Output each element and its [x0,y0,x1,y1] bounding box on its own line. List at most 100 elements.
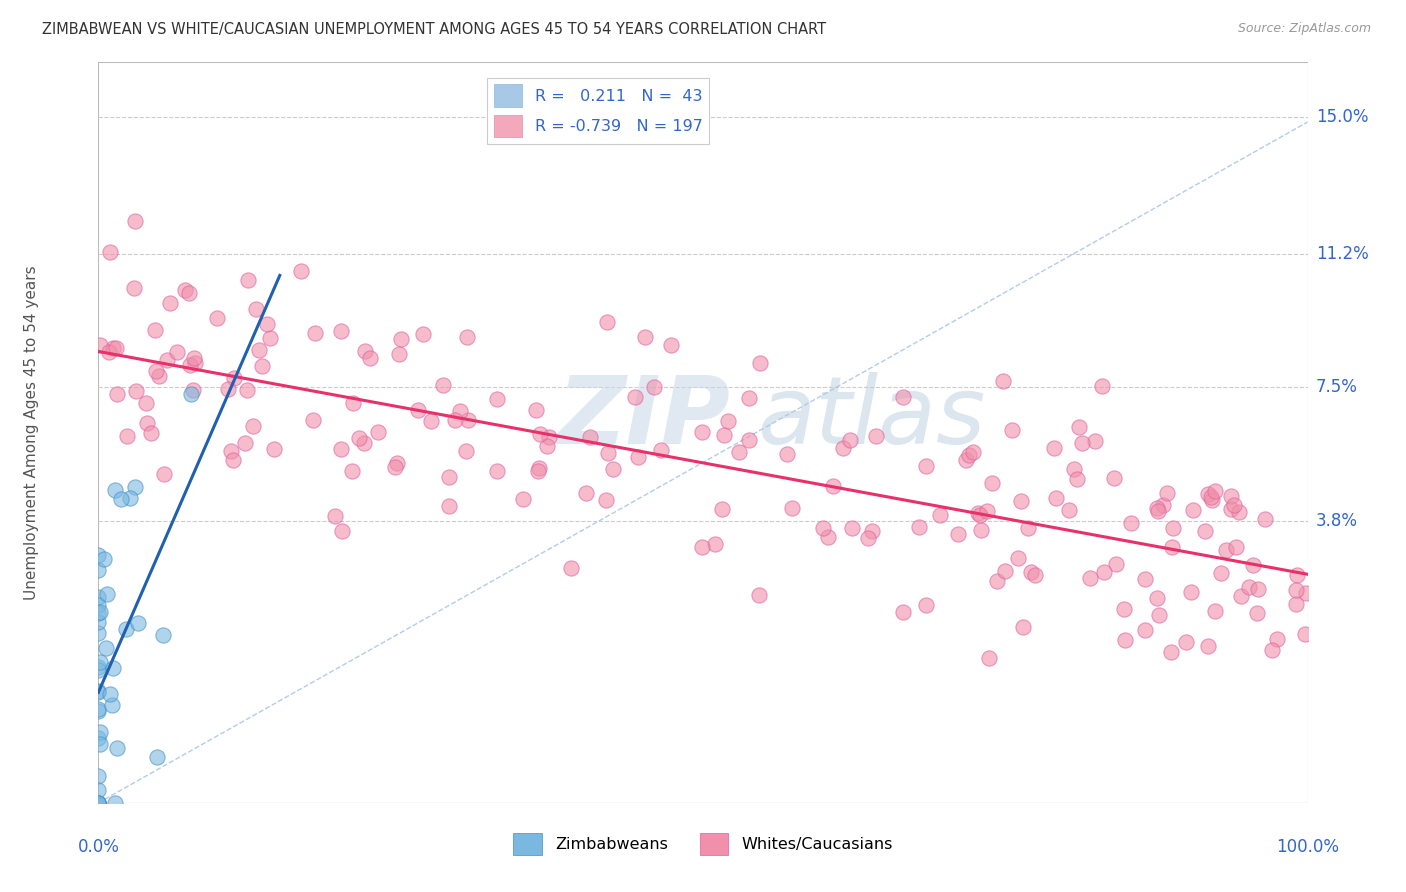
Point [710,502,733,516]
Point [145,364,167,378]
Point [578,430,600,444]
Point [96,587,118,601]
Point [1017,521,1039,535]
Point [89,724,111,739]
Point [135,416,157,430]
Point [1201,492,1223,507]
Point [127,615,149,630]
Point [329,442,352,456]
Point [143,323,166,337]
Point [1001,423,1024,437]
Point [596,314,619,328]
Point [87,796,110,810]
Point [115,622,138,636]
Point [98,687,121,701]
Point [412,327,434,342]
Point [1180,585,1202,599]
Point [87,796,110,810]
Point [184,356,207,370]
Point [994,564,1017,578]
Text: 15.0%: 15.0% [1316,108,1368,126]
Point [1105,557,1128,571]
Point [841,521,863,535]
Point [449,404,471,418]
Point [87,563,110,577]
Legend: Zimbabweans, Whites/Caucasians: Zimbabweans, Whites/Caucasians [508,826,898,862]
Point [301,413,323,427]
Point [221,452,243,467]
Point [1223,498,1246,512]
Point [388,347,411,361]
Text: ZIMBABWEAN VS WHITE/CAUCASIAN UNEMPLOYMENT AMONG AGES 45 TO 54 YEARS CORRELATION: ZIMBABWEAN VS WHITE/CAUCASIAN UNEMPLOYME… [42,22,827,37]
Point [650,443,672,458]
Point [454,444,477,458]
Point [263,442,285,456]
Point [955,452,977,467]
Point [1019,565,1042,579]
Text: 11.2%: 11.2% [1316,244,1368,263]
Point [962,444,984,458]
Point [1084,434,1107,449]
Point [117,429,139,443]
Point [969,508,991,522]
Point [1163,521,1185,535]
Point [124,480,146,494]
Point [602,462,624,476]
Point [87,796,110,810]
Point [1063,462,1085,476]
Point [87,683,110,698]
Point [1119,516,1142,531]
Point [1285,568,1308,582]
Point [1219,502,1241,516]
Point [728,445,751,459]
Point [236,383,259,397]
Point [245,301,267,316]
Point [692,540,714,554]
Point [659,338,682,352]
Point [928,508,950,522]
Point [946,527,969,541]
Point [1007,550,1029,565]
Text: 0.0%: 0.0% [77,838,120,855]
Point [1012,620,1035,634]
Text: ZIP: ZIP [558,372,731,464]
Point [817,530,839,544]
Point [1285,597,1308,611]
Point [1070,436,1092,450]
Point [780,500,803,515]
Point [118,491,141,505]
Point [823,479,845,493]
Point [89,737,111,751]
Point [87,615,110,630]
Point [367,425,389,439]
Point [1227,505,1250,519]
Point [1215,543,1237,558]
Point [856,531,879,545]
Point [1246,606,1268,620]
Point [738,433,761,447]
Point [643,380,665,394]
Point [1024,567,1046,582]
Point [354,344,377,359]
Point [219,444,242,458]
Point [967,506,990,520]
Point [252,359,274,373]
Point [406,403,429,417]
Point [87,663,110,677]
Point [1294,627,1316,641]
Point [1237,580,1260,594]
Point [87,731,110,746]
Point [389,332,412,346]
Text: 100.0%: 100.0% [1277,838,1339,855]
Point [1146,591,1168,605]
Point [1295,586,1317,600]
Point [1199,491,1222,505]
Point [915,458,938,473]
Point [1067,419,1090,434]
Point [104,796,127,810]
Point [98,344,121,359]
Point [1225,540,1247,554]
Point [105,387,128,401]
Point [156,353,179,368]
Point [1160,645,1182,659]
